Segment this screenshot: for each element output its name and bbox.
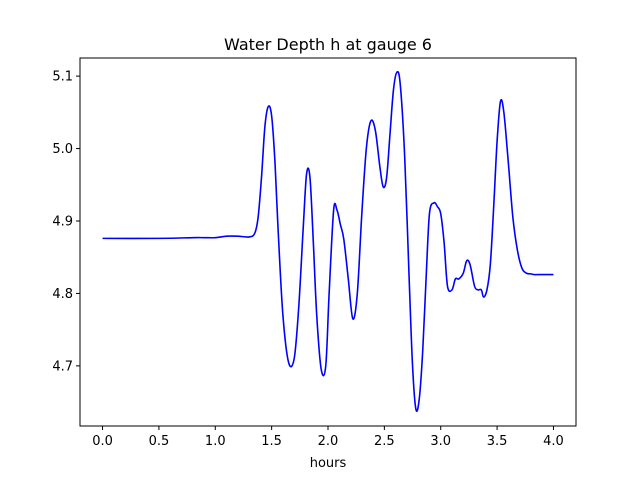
- x-tick-label: 4.0: [543, 434, 564, 449]
- x-tick-label: 0.5: [149, 434, 170, 449]
- y-tick-label: 5.0: [52, 142, 73, 157]
- y-tick-label: 4.8: [52, 287, 73, 302]
- y-tick-label: 4.9: [52, 214, 73, 229]
- plot-frame: [79, 57, 577, 427]
- y-tick-label: 4.7: [52, 359, 73, 374]
- x-tick-label: 2.5: [374, 434, 395, 449]
- x-tick-label: 1.5: [261, 434, 282, 449]
- series-layer: [102, 70, 554, 413]
- x-tick-label: 0.0: [92, 434, 113, 449]
- y-tick-label: 5.1: [52, 70, 73, 85]
- x-axis: 0.0 0.5 1.0 1.5 2.0 2.5 3.0 3.5 4.0: [92, 426, 564, 449]
- plot-area: [80, 58, 576, 426]
- x-tick-label: 3.0: [430, 434, 451, 449]
- x-axis-label: hours: [310, 456, 347, 471]
- chart-title: Water Depth h at gauge 6: [224, 35, 432, 54]
- x-tick-label: 2.0: [318, 434, 339, 449]
- series-line: [102, 70, 554, 413]
- y-axis: 4.7 4.8 4.9 5.0 5.1: [52, 70, 80, 374]
- x-tick-label: 3.5: [487, 434, 508, 449]
- x-tick-label: 1.0: [205, 434, 226, 449]
